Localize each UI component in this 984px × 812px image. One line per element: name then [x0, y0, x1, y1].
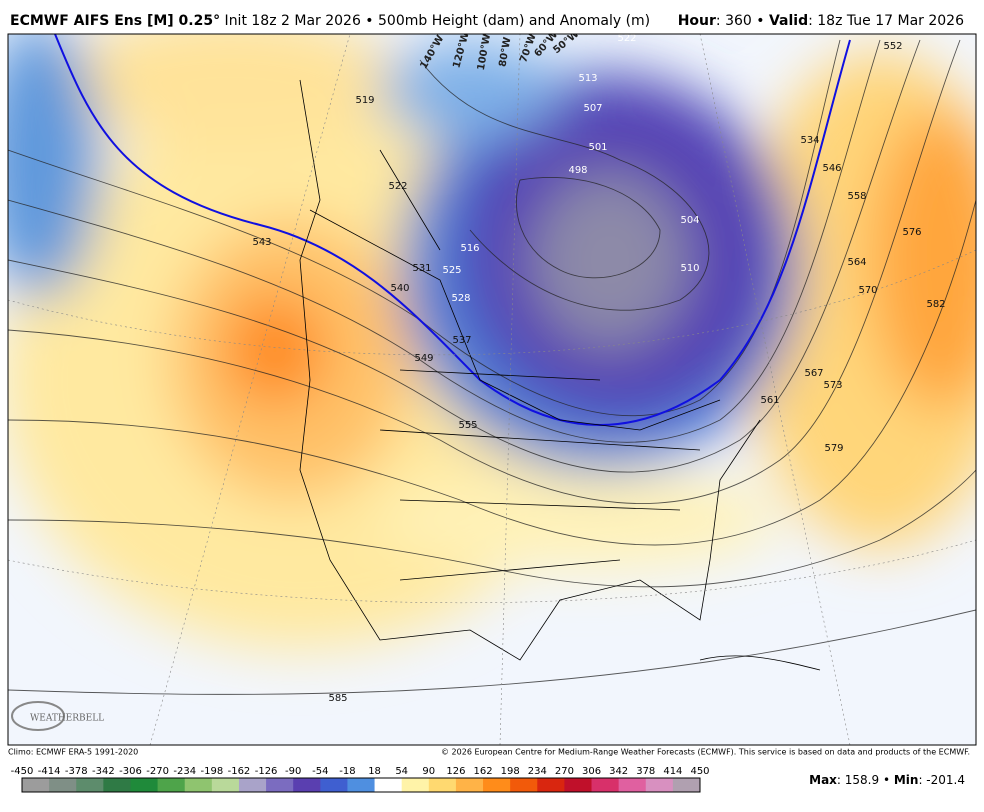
- colorbar-swatch: [211, 778, 240, 792]
- contour-label: 558: [847, 191, 866, 202]
- colorbar-swatch: [401, 778, 430, 792]
- colorbar-swatch: [103, 778, 131, 792]
- colorbar-tick-label: -414: [38, 766, 61, 777]
- contour-label: 516: [460, 243, 479, 254]
- contour-label: 582: [926, 299, 945, 310]
- contour-label: 534: [800, 135, 819, 146]
- colorbar-swatch: [320, 778, 348, 792]
- contour-label: 510: [680, 263, 699, 274]
- colorbar-swatch: [483, 778, 511, 792]
- colorbar-tick-label: 414: [663, 766, 682, 777]
- colorbar-tick-label: 306: [582, 766, 601, 777]
- contour-label: 573: [823, 380, 842, 391]
- logo: WEATHERBELL: [11, 701, 104, 731]
- colorbar-tick-label: 342: [609, 766, 628, 777]
- colorbar-tick-label: -126: [255, 766, 278, 777]
- colorbar-tick-label: 126: [446, 766, 465, 777]
- contour-label: 549: [414, 353, 433, 364]
- contour-label: 513: [578, 73, 597, 84]
- colorbar-swatch: [293, 778, 321, 792]
- header-left: ECMWF AIFS Ens [M] 0.25° Init 18z 2 Mar …: [10, 13, 650, 29]
- contour-label: 531: [412, 263, 431, 274]
- contour-label: 540: [390, 283, 409, 294]
- colorbar-swatch: [672, 778, 701, 792]
- colorbar-swatch: [22, 778, 50, 792]
- contour-label: 537: [452, 335, 471, 346]
- contour-label: 579: [824, 443, 843, 454]
- contour-label: 552: [883, 41, 902, 52]
- contour-label: 561: [760, 395, 779, 406]
- colorbar-tick-label: -270: [146, 766, 169, 777]
- colorbar-tick-label: -18: [339, 766, 355, 777]
- contour-label: 543: [252, 237, 271, 248]
- contour-label: 522: [388, 181, 407, 192]
- logo-text: WEATHERBELL: [30, 714, 104, 724]
- colorbar-swatch: [455, 778, 484, 792]
- colorbar-tick-label: 378: [636, 766, 655, 777]
- contour-label: 576: [902, 227, 921, 238]
- colorbar-tick-label: -306: [119, 766, 142, 777]
- colorbar-tick-label: 450: [690, 766, 709, 777]
- colorbar-swatch: [564, 778, 593, 792]
- colorbar-swatch: [645, 778, 674, 792]
- colorbar-tick-label: 270: [555, 766, 574, 777]
- stats: Max: 158.9 • Min: -201.4: [809, 773, 965, 787]
- colorbar-tick-label: 162: [473, 766, 492, 777]
- colorbar-tick-label: 198: [501, 766, 520, 777]
- header-right: Hour: 360 • Valid: 18z Tue 17 Mar 2026: [678, 13, 964, 29]
- colorbar-tick-label: 18: [368, 766, 381, 777]
- colorbar-tick-label: -54: [312, 766, 328, 777]
- colorbar-swatch: [347, 778, 376, 792]
- colorbar-tick-label: -198: [200, 766, 223, 777]
- colorbar-swatch: [374, 778, 403, 792]
- contour-label: 519: [355, 95, 374, 106]
- colorbar-swatch: [157, 778, 186, 792]
- contour-label: 564: [847, 257, 866, 268]
- contour-label: 555: [458, 420, 477, 431]
- contour-label: 528: [451, 293, 470, 304]
- colorbar-swatch: [238, 778, 267, 792]
- colorbar-tick-label: 90: [422, 766, 435, 777]
- colorbar: -450 -414 -378 -342 -306 -270 -234 -198 -162 -126…: [11, 766, 710, 793]
- colorbar-swatch: [591, 778, 620, 792]
- colorbar-swatch: [618, 778, 647, 792]
- colorbar-tick-label: -234: [173, 766, 196, 777]
- contour-label: 567: [804, 368, 823, 379]
- colorbar-swatch: [510, 778, 538, 792]
- map-frame: [7, 33, 977, 746]
- colorbar-swatch: [130, 778, 159, 792]
- colorbar-tick-label: 234: [528, 766, 547, 777]
- colorbar-tick-label: -162: [228, 766, 251, 777]
- colorbar-swatch: [184, 778, 213, 792]
- contour-label: 525: [442, 265, 461, 276]
- colorbar-swatch: [266, 778, 294, 792]
- colorbar-tick-label: -378: [65, 766, 88, 777]
- colorbar-swatch: [49, 778, 77, 792]
- contour-label: 501: [588, 142, 607, 153]
- copyright: © 2026 European Centre for Medium-Range …: [441, 748, 970, 757]
- colorbar-tick-label: 54: [395, 766, 408, 777]
- contour-label: 546: [822, 163, 841, 174]
- climo: Climo: ECMWF ERA-5 1991-2020: [8, 748, 138, 757]
- colorbar-tick-label: -342: [92, 766, 115, 777]
- contour-label: 522: [617, 33, 636, 44]
- contour-label: 507: [583, 103, 602, 114]
- colorbar-tick-label: -90: [285, 766, 301, 777]
- colorbar-swatch: [428, 778, 457, 792]
- colorbar-tick-label: -450: [11, 766, 34, 777]
- longitude-label: 80°W: [497, 36, 513, 67]
- colorbar-swatch: [76, 778, 104, 792]
- colorbar-swatch: [537, 778, 565, 792]
- contour-label: 498: [568, 165, 587, 176]
- contour-label: 570: [858, 285, 877, 296]
- contour-label: 504: [680, 215, 699, 226]
- contour-label: 585: [328, 693, 347, 704]
- colorbar-frame: [21, 777, 701, 793]
- map: 140°W 120°W 100°W 80°W 70°W60°W50°W 51952254…: [8, 33, 976, 745]
